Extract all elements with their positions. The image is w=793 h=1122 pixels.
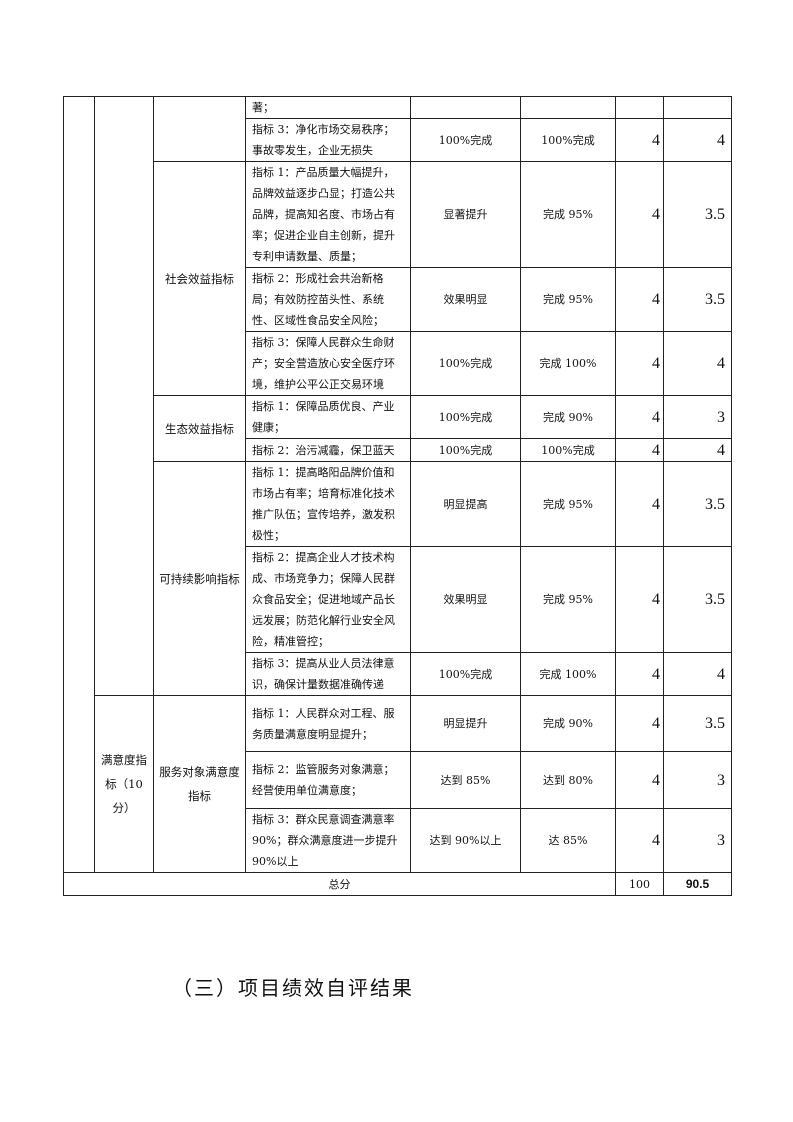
indicator-cell: 指标 3：群众民意调查满意率 90%；群众满意度进一步提升 90%以上 — [245, 808, 411, 873]
table-row: 指标 2：形成社会共治新格局；有效防控苗头性、系统性、区域性食品安全风险； 效果… — [64, 267, 732, 332]
category-social: 社会效益指标 — [153, 161, 246, 396]
table-row: 可持续影响指标 指标 1：提高略阳品牌价值和市场占有率；培育标准化技术推广队伍；… — [64, 461, 732, 696]
score-cell: 3 — [663, 751, 732, 809]
total-label: 总分 — [63, 872, 616, 896]
indicator-cell: 指标 2：提高企业人才技术构成、市场竞争力；保障人民群众食品安全；促进地域产品长… — [245, 546, 411, 653]
category-ecological: 生态效益指标 — [153, 395, 246, 462]
score-cell: 3.5 — [663, 461, 732, 547]
category-satisfaction: 满意度指标（10分） — [94, 695, 154, 873]
target-cell: 明显提高 — [410, 461, 521, 547]
indicator-cell: 指标 1：提高略阳品牌价值和市场占有率；培育标准化技术推广队伍；宣传培养，激发积… — [245, 461, 411, 547]
weight-cell: 4 — [615, 695, 664, 752]
actual-cell: 达 85% — [520, 808, 616, 873]
score-cell: 4 — [663, 438, 732, 462]
score-cell: 3 — [663, 808, 732, 873]
actual-cell: 达到 80% — [520, 751, 616, 809]
score-cell: 4 — [663, 118, 732, 162]
table-row: 指标 2：提高企业人才技术构成、市场竞争力；保障人民群众食品安全；促进地域产品长… — [64, 546, 732, 653]
category-sustainable: 可持续影响指标 — [153, 461, 246, 696]
target-cell: 100%完成 — [410, 652, 521, 696]
score-cell — [663, 96, 732, 119]
target-cell: 明显提升 — [410, 695, 521, 752]
level1-cell — [94, 96, 154, 696]
target-cell: 达到 90%以上 — [410, 808, 521, 873]
indicator-cell: 指标 2：形成社会共治新格局；有效防控苗头性、系统性、区域性食品安全风险； — [245, 267, 411, 332]
table-row: 指标 3：净化市场交易秩序；事故零发生，企业无损失 100%完成 100%完成 … — [64, 118, 732, 162]
actual-cell: 100%完成 — [520, 438, 616, 462]
score-cell: 3.5 — [663, 695, 732, 752]
weight-cell: 4 — [615, 808, 664, 873]
table-row: 社会效益指标 指标 1：产品质量大幅提升，品牌效益逐步凸显；打造公共品牌，提高知… — [64, 161, 732, 396]
table-row: 指标 3：保障人民群众生命财产；安全营造放心安全医疗环境，维护公平公正交易环境 … — [64, 331, 732, 396]
category-service-satisfaction: 服务对象满意度指标 — [153, 695, 246, 873]
actual-cell — [520, 96, 616, 119]
indicator-cell: 指标 3：保障人民群众生命财产；安全营造放心安全医疗环境，维护公平公正交易环境 — [245, 331, 411, 396]
total-weight: 100 — [615, 872, 664, 896]
table-row: 满意度指标（10分） 服务对象满意度指标 指标 1：人民群众对工程、服务质量满意… — [64, 695, 732, 873]
performance-table: 著； 指标 3：净化市场交易秩序；事故零发生，企业无损失 100%完成 100%… — [63, 96, 732, 896]
score-cell: 3.5 — [663, 267, 732, 332]
target-cell: 100%完成 — [410, 395, 521, 439]
section-heading: （三）项目绩效自评结果 — [172, 976, 414, 1000]
weight-cell: 4 — [615, 331, 664, 396]
table-row: 指标 3：提高从业人员法律意识，确保计量数据准确传递 100%完成 完成 100… — [64, 652, 732, 696]
target-cell: 100%完成 — [410, 438, 521, 462]
actual-cell: 完成 95% — [520, 546, 616, 653]
total-score: 90.5 — [663, 872, 732, 896]
indicator-cell: 指标 2：治污减霾，保卫蓝天 — [245, 438, 411, 462]
indicator-cell: 指标 1：产品质量大幅提升，品牌效益逐步凸显；打造公共品牌，提高知名度、市场占有… — [245, 161, 411, 268]
actual-cell: 完成 95% — [520, 161, 616, 268]
actual-cell: 完成 90% — [520, 395, 616, 439]
actual-cell: 完成 100% — [520, 652, 616, 696]
actual-cell: 完成 95% — [520, 461, 616, 547]
target-cell: 达到 85% — [410, 751, 521, 809]
weight-cell: 4 — [615, 751, 664, 809]
indicator-cell: 指标 1：人民群众对工程、服务质量满意度明显提升； — [245, 695, 411, 752]
weight-cell: 4 — [615, 395, 664, 439]
target-cell: 显著提升 — [410, 161, 521, 268]
score-cell: 4 — [663, 331, 732, 396]
level2-cell — [153, 96, 246, 162]
table-row: 著； — [63, 96, 732, 873]
target-cell: 100%完成 — [410, 118, 521, 162]
table-row: 指标 2：监管服务对象满意；经营使用单位满意度； 达到 85% 达到 80% 4… — [64, 751, 732, 809]
weight-cell: 4 — [615, 267, 664, 332]
weight-cell: 4 — [615, 118, 664, 162]
target-cell — [410, 96, 521, 119]
score-cell: 3.5 — [663, 161, 732, 268]
table-row: 指标 2：治污减霾，保卫蓝天 100%完成 100%完成 4 4 — [64, 438, 732, 462]
score-cell: 3 — [663, 395, 732, 439]
total-row: 总分 100 90.5 — [63, 872, 732, 896]
weight-cell: 4 — [615, 461, 664, 547]
target-cell: 效果明显 — [410, 267, 521, 332]
score-cell: 3.5 — [663, 546, 732, 653]
level0-cell — [63, 96, 95, 873]
indicator-cell: 指标 3：净化市场交易秩序；事故零发生，企业无损失 — [245, 118, 411, 162]
indicator-cell: 指标 1：保障品质优良、产业健康； — [245, 395, 411, 439]
weight-cell: 4 — [615, 161, 664, 268]
weight-cell: 4 — [615, 438, 664, 462]
actual-cell: 完成 95% — [520, 267, 616, 332]
indicator-cell: 指标 2：监管服务对象满意；经营使用单位满意度； — [245, 751, 411, 809]
target-cell: 效果明显 — [410, 546, 521, 653]
indicator-cell: 指标 3：提高从业人员法律意识，确保计量数据准确传递 — [245, 652, 411, 696]
indicator-cell: 著； — [245, 96, 411, 119]
weight-cell — [615, 96, 664, 119]
actual-cell: 100%完成 — [520, 118, 616, 162]
table-row: 生态效益指标 指标 1：保障品质优良、产业健康； 100%完成 完成 90% 4… — [64, 395, 732, 462]
weight-cell: 4 — [615, 546, 664, 653]
actual-cell: 完成 90% — [520, 695, 616, 752]
actual-cell: 完成 100% — [520, 331, 616, 396]
target-cell: 100%完成 — [410, 331, 521, 396]
weight-cell: 4 — [615, 652, 664, 696]
score-cell: 4 — [663, 652, 732, 696]
